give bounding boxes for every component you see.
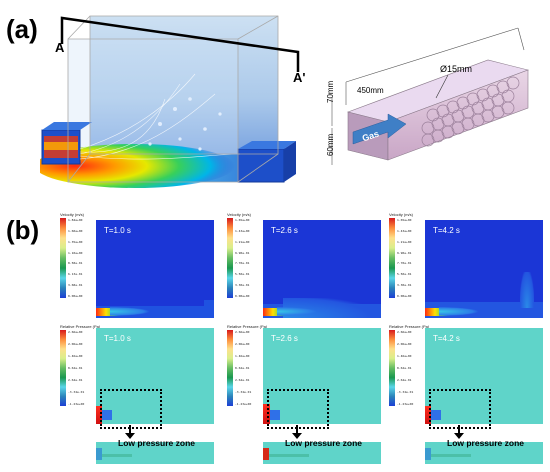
velocity-colorbar	[227, 218, 233, 298]
pipe-schematic	[331, 27, 530, 165]
zoom-region-box	[100, 389, 162, 429]
pressure-colorbar	[389, 330, 395, 406]
zoom-strip-t2	[263, 442, 381, 464]
zoom-arrow	[129, 425, 131, 435]
height1-dim-label: 70mm	[326, 80, 335, 103]
pressure-colorbar	[60, 330, 66, 406]
velocity-field-t3	[425, 220, 543, 318]
panel-a-label: (a)	[6, 14, 38, 44]
pressure-colorbar-title: Relative Pressure (Pa)	[389, 324, 430, 329]
pipe-side	[387, 69, 529, 161]
section-end-label: A'	[293, 70, 306, 85]
cfd-3d-render	[40, 15, 300, 188]
section-line	[60, 16, 300, 72]
pressure-field-t1	[96, 328, 214, 424]
zoom-arrow	[458, 425, 460, 435]
pressure-field-t3	[425, 328, 543, 424]
velocity-time-label: T=1.0 s	[104, 226, 131, 235]
pressure-colorbar-ticks: 2.66e+00 2.06e+00 1.46e+00 8.62e-01 2.64e-01…	[68, 330, 85, 406]
height2-dim-label: 60mm	[326, 133, 335, 156]
zoom-arrow	[296, 425, 298, 435]
low-pressure-label: Low pressure zone	[118, 438, 195, 448]
velocity-colorbar-ticks: 1.65e+00 1.43e+00 1.21e+00 9.90e-01 7.70e-01…	[235, 218, 250, 298]
velocity-colorbar-title: Velocity (m/s)	[389, 212, 414, 217]
velocity-colorbar-ticks: 1.84e+00 1.60e+00 1.35e+00 1.10e+00 8.58e-01…	[68, 218, 83, 298]
pressure-time-label: T=1.0 s	[104, 334, 131, 343]
column-t2: Velocity (m/s) 1.65e+00 1.43e+00 1.21e+00 9…	[227, 212, 382, 467]
low-pressure-label: Low pressure zone	[285, 438, 362, 448]
box-back-face	[90, 16, 278, 154]
length-dim-label: 450mm	[357, 86, 384, 95]
column-t3: Velocity (m/s) 1.65e+00 1.43e+00 1.21e+00 9…	[389, 212, 544, 467]
diameter-dim-label: Ø15mm	[440, 64, 473, 74]
velocity-colorbar-title: Velocity (m/s)	[60, 212, 85, 217]
pressure-time-label: T=4.2 s	[433, 334, 460, 343]
velocity-time-label: T=4.2 s	[433, 226, 460, 235]
velocity-colorbar	[389, 218, 395, 298]
velocity-time-label: T=2.6 s	[271, 226, 298, 235]
zoom-strip-t3	[425, 442, 543, 464]
gas-arrow	[352, 113, 407, 145]
pressure-colorbar-title: Relative Pressure (Pa)	[227, 324, 268, 329]
pressure-colorbar-title: Relative Pressure (Pa)	[60, 324, 101, 329]
zoom-strip-t1	[96, 442, 214, 464]
pressure-field-t2	[263, 328, 381, 424]
pressure-colorbar-ticks: 2.66e+00 2.06e+00 1.46e+00 8.62e-01 2.64e-01…	[235, 330, 252, 406]
velocity-colorbar	[60, 218, 66, 298]
zoom-region-box	[267, 389, 329, 429]
velocity-field-t1	[96, 220, 214, 318]
pressure-colorbar-ticks: 2.66e+00 2.06e+00 1.46e+00 8.62e-01 2.64e-01…	[397, 330, 414, 406]
velocity-field-t2	[263, 220, 381, 318]
pressure-time-label: T=2.6 s	[271, 334, 298, 343]
panel-b-label: (b)	[6, 215, 40, 245]
velocity-colorbar-ticks: 1.65e+00 1.43e+00 1.21e+00 9.90e-01 7.70e-01…	[397, 218, 412, 298]
pressure-colorbar	[227, 330, 233, 406]
column-t1: Velocity (m/s) 1.84e+00 1.60e+00 1.35e+00 1…	[60, 212, 215, 467]
low-pressure-label: Low pressure zone	[447, 438, 524, 448]
section-start-label: A	[55, 40, 65, 55]
zoom-region-box	[429, 389, 491, 429]
velocity-colorbar-title: Velocity (m/s)	[227, 212, 252, 217]
